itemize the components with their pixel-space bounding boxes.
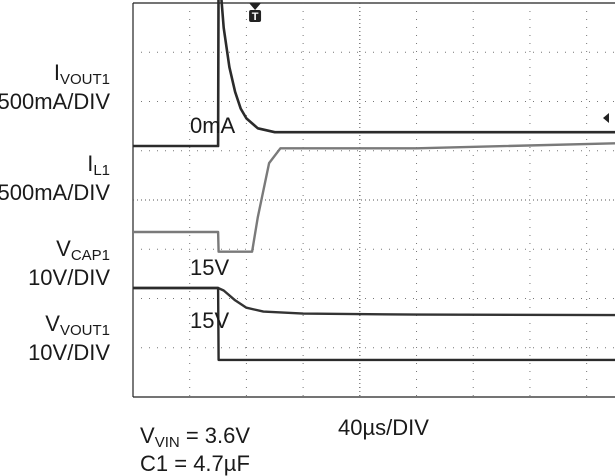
channel-3-level-label: 15V — [190, 255, 230, 280]
markers: T — [249, 3, 609, 123]
channel-3-label: VCAP1 — [56, 236, 110, 264]
level-arrow — [603, 113, 609, 123]
trace-1 — [133, 0, 615, 148]
channel-4-scale: 10V/DIV — [28, 340, 110, 365]
traces — [133, 0, 616, 362]
channel-1-level-label: 0mA — [190, 113, 236, 138]
channel-1-scale: 500mA/DIV — [0, 89, 110, 114]
graticule — [132, 2, 615, 398]
channel-2-scale: 500mA/DIV — [0, 180, 110, 205]
condition-c1: C1 = 4.7µF — [140, 451, 250, 476]
channel-4-label: VVOUT1 — [45, 311, 110, 339]
trigger-arrow — [249, 3, 262, 10]
time-scale-label: 40µs/DIV — [338, 415, 429, 440]
trigger-box — [249, 10, 262, 22]
channel-2-label: IL1 — [87, 151, 110, 179]
trace-4 — [133, 286, 615, 362]
channel-1-label: IVOUT1 — [53, 60, 110, 88]
trace-2 — [133, 142, 616, 253]
trace-3 — [133, 286, 616, 317]
channel-4-level-label: 15V — [190, 308, 230, 333]
trigger-marker: T — [252, 11, 259, 23]
condition-vin: VVIN = 3.6V — [140, 423, 251, 451]
channel-3-scale: 10V/DIV — [28, 265, 110, 290]
